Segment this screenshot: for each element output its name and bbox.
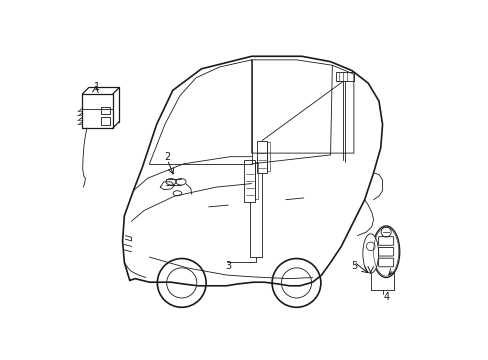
Bar: [257, 140, 266, 173]
Ellipse shape: [362, 234, 378, 273]
Bar: [335, 72, 353, 81]
Text: 3: 3: [225, 261, 231, 271]
Text: 1: 1: [94, 82, 101, 92]
Text: 5: 5: [350, 261, 356, 271]
Ellipse shape: [372, 226, 399, 278]
Text: 4: 4: [382, 292, 388, 302]
Bar: [244, 160, 254, 202]
Text: 2: 2: [164, 152, 170, 162]
